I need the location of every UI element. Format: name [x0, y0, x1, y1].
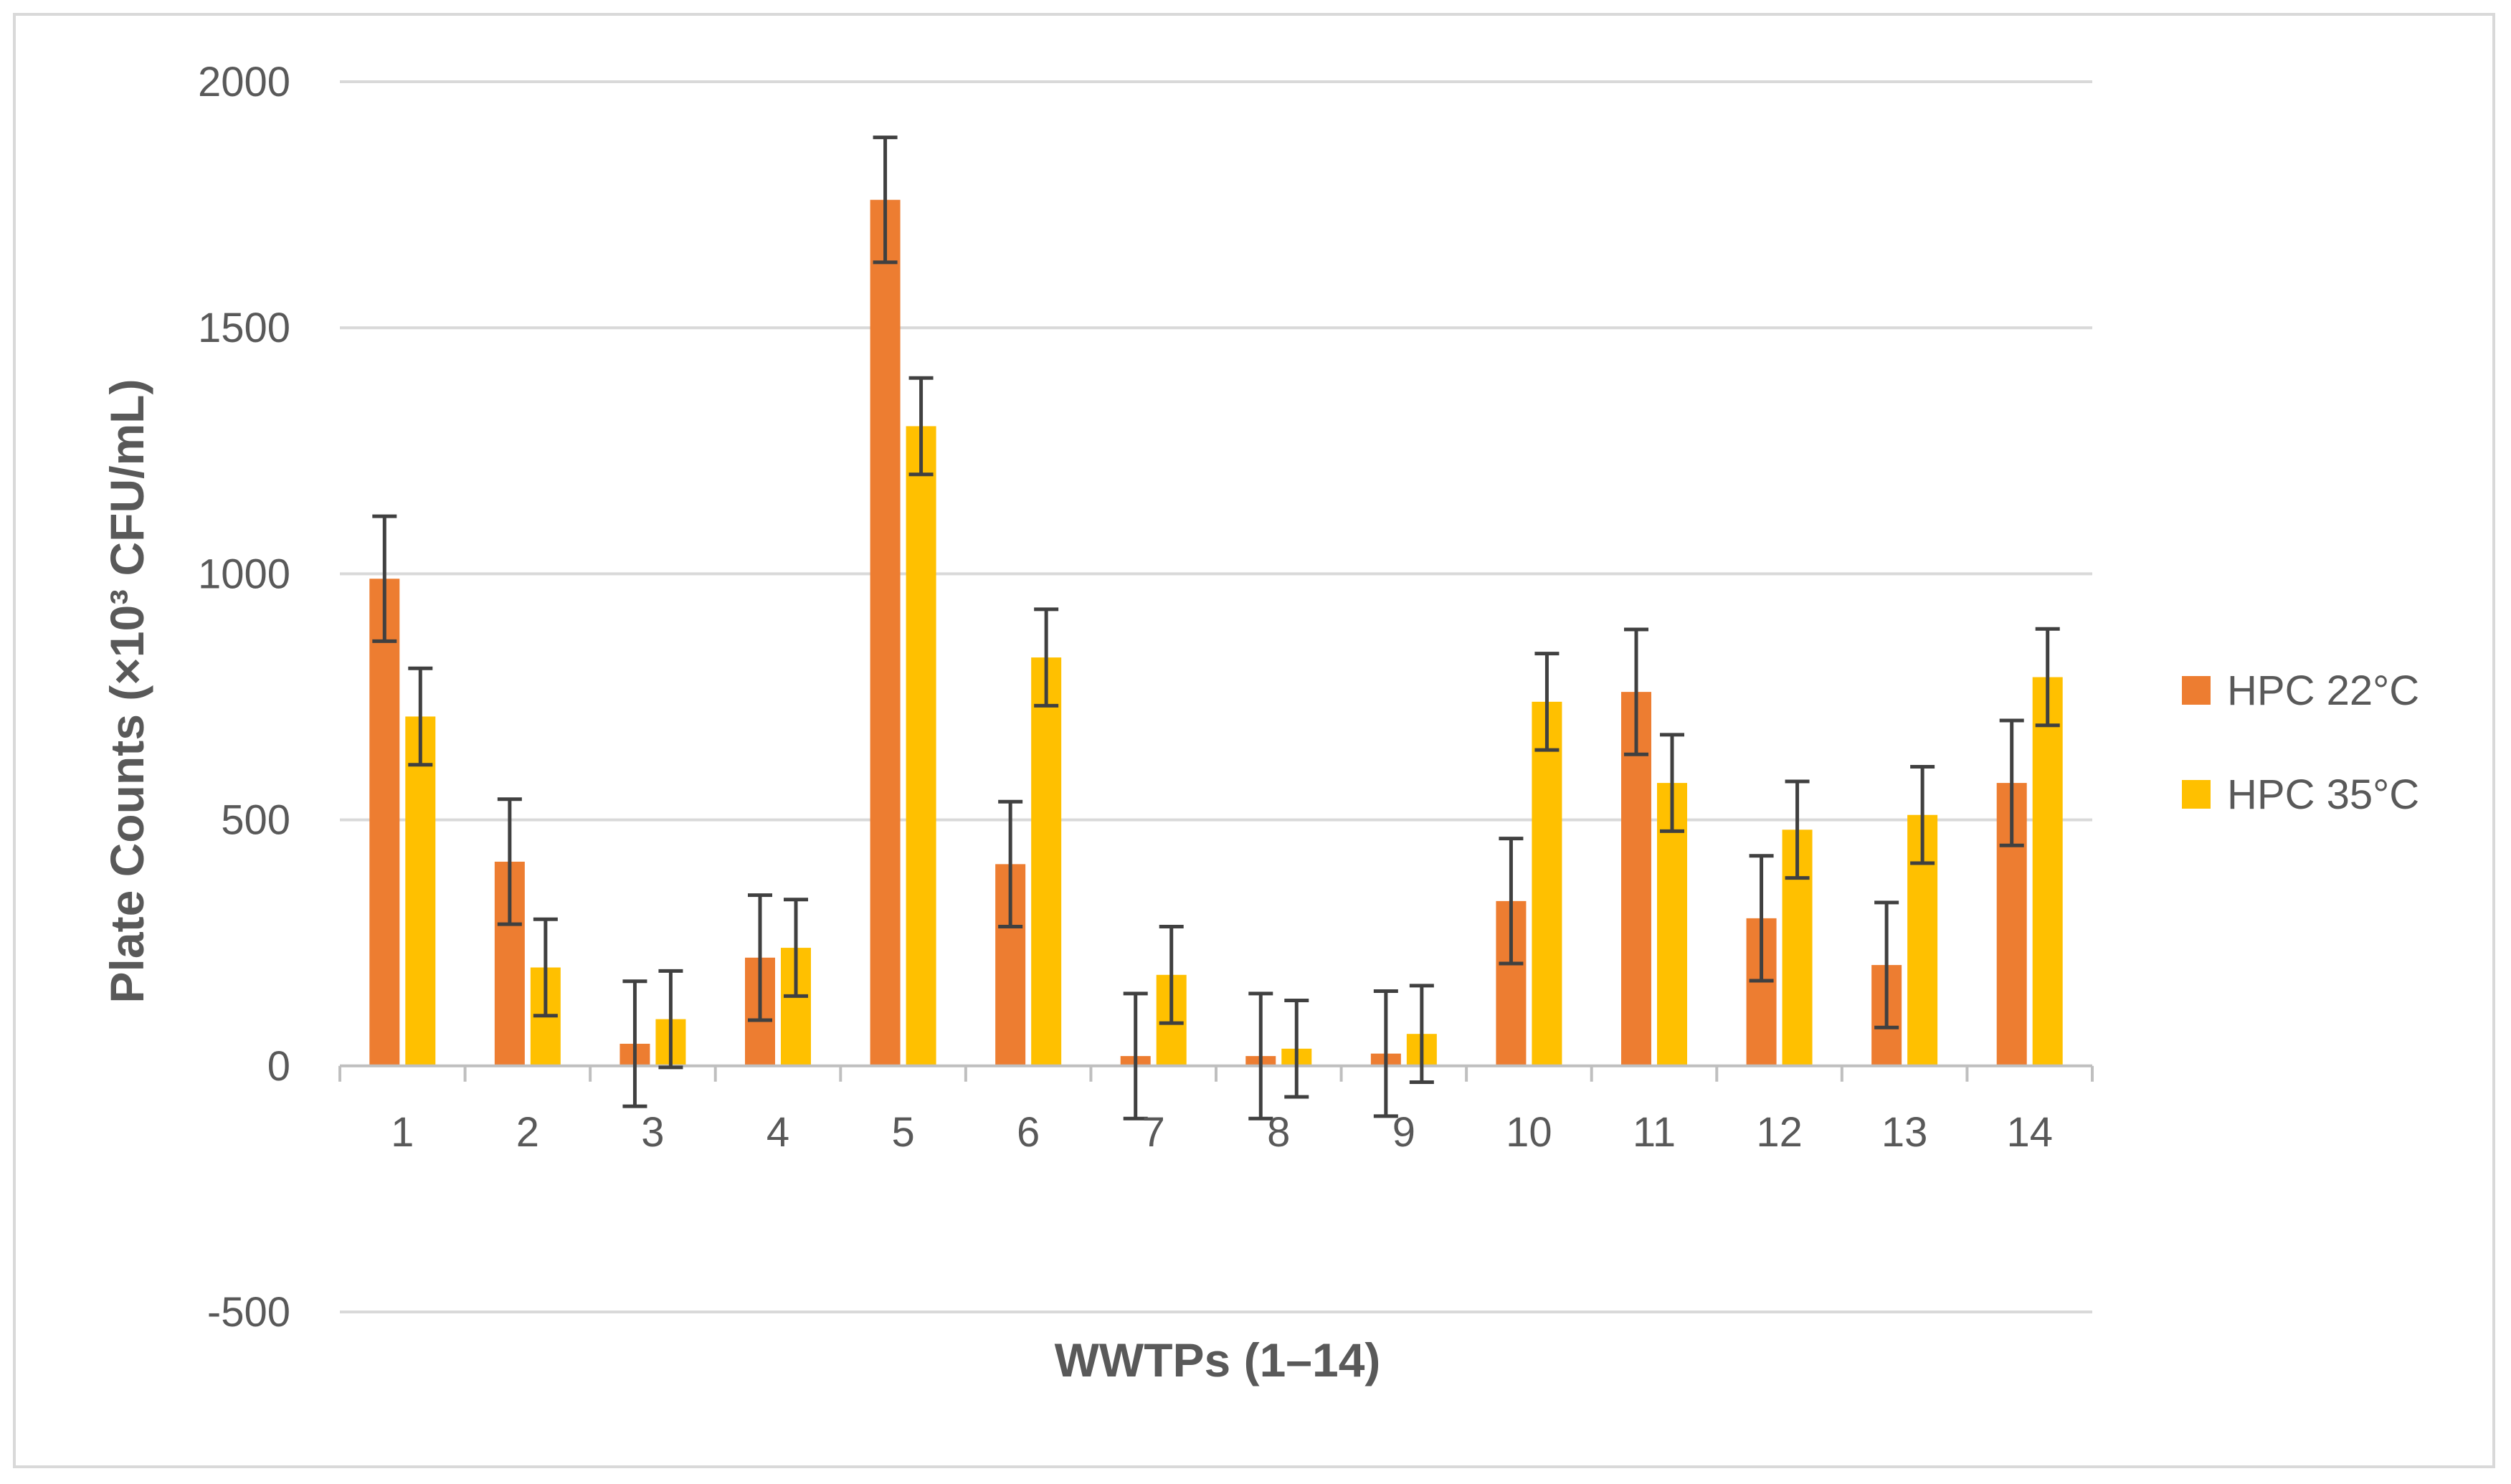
x-tick-label: 12	[1756, 1109, 1803, 1156]
error-bar	[2035, 627, 2060, 728]
y-tick-label: 1000	[198, 551, 290, 597]
bar-series2-cat1	[405, 716, 436, 1066]
legend-item-hpc-35: HPC 35°C	[2182, 771, 2419, 818]
legend-label-hpc-35: HPC 35°C	[2227, 771, 2419, 818]
bar-series2-cat5	[906, 426, 936, 1066]
error-bar	[1123, 991, 1148, 1121]
y-tick-label: 0	[267, 1043, 290, 1090]
x-axis	[338, 1064, 2094, 1082]
error-bar	[873, 135, 898, 265]
error-bar	[1749, 854, 1774, 983]
error-bar	[622, 979, 647, 1108]
y-tick-label: 500	[221, 797, 290, 844]
error-bars	[372, 135, 2060, 1121]
x-tick-label: 2	[516, 1109, 539, 1156]
x-tick-label: 14	[2006, 1109, 2053, 1156]
y-tick-label: 1500	[198, 305, 290, 351]
x-tick-label: 6	[1017, 1109, 1040, 1156]
error-bar	[1409, 984, 1434, 1084]
error-bar	[1874, 900, 1899, 1029]
error-bar	[658, 969, 683, 1070]
legend-swatch-hpc-35	[2182, 780, 2211, 809]
bar-series2-cat10	[1532, 701, 1562, 1066]
error-bar	[784, 898, 808, 998]
x-tick-label: 9	[1392, 1109, 1415, 1156]
x-tick-label: 4	[766, 1109, 789, 1156]
x-axis-title: WWTPs (1–14)	[1055, 1333, 1381, 1387]
bars	[369, 199, 2063, 1066]
y-tick-label: 2000	[198, 59, 290, 105]
y-tick-label: -500	[207, 1289, 290, 1336]
error-bar	[533, 917, 558, 1018]
error-bar	[1785, 779, 1810, 880]
bar-series2-cat6	[1031, 657, 1062, 1066]
error-bar	[1248, 991, 1273, 1121]
error-bar	[1534, 652, 1560, 752]
error-bar	[1910, 764, 1935, 865]
error-bar	[1999, 718, 2024, 847]
legend-swatch-hpc-22	[2182, 676, 2211, 705]
error-bar	[1373, 989, 1398, 1118]
x-tick-label: 1	[391, 1109, 414, 1156]
legend-label-hpc-22: HPC 22°C	[2227, 667, 2419, 714]
x-tick-label: 5	[891, 1109, 914, 1156]
error-bar	[1499, 837, 1524, 966]
error-bar	[1284, 999, 1309, 1099]
error-bar	[1034, 607, 1059, 708]
x-tick-label: 8	[1267, 1109, 1290, 1156]
error-bar	[998, 799, 1023, 929]
error-bar	[372, 514, 397, 643]
error-bar	[497, 797, 522, 926]
error-bar	[1159, 925, 1184, 1025]
y-tick-labels: 2000 1500 1000 500 0 -500	[198, 59, 290, 1336]
bar-series1-cat1	[369, 579, 400, 1066]
error-bar	[1624, 627, 1648, 756]
bar-series2-cat14	[2032, 677, 2063, 1066]
error-bar	[748, 893, 772, 1022]
y-axis-title: Plate Counts (×10³ CFU/mL)	[100, 379, 153, 1004]
x-tick-label: 7	[1142, 1109, 1165, 1156]
x-tick-label: 13	[1881, 1109, 1928, 1156]
x-tick-label: 10	[1506, 1109, 1552, 1156]
legend-item-hpc-22: HPC 22°C	[2182, 667, 2419, 714]
error-bar	[408, 666, 433, 767]
error-bar	[1660, 733, 1684, 833]
bar-series1-cat5	[870, 199, 901, 1066]
x-tick-labels: 1 2 3 4 5 6 7 8 9 10 11 12 13 14	[391, 1109, 2053, 1156]
x-tick-label: 3	[641, 1109, 664, 1156]
gridlines	[340, 80, 2092, 1313]
x-tick-label: 11	[1633, 1109, 1676, 1156]
legend: HPC 22°C HPC 35°C	[2182, 667, 2419, 818]
error-bar	[908, 376, 934, 477]
